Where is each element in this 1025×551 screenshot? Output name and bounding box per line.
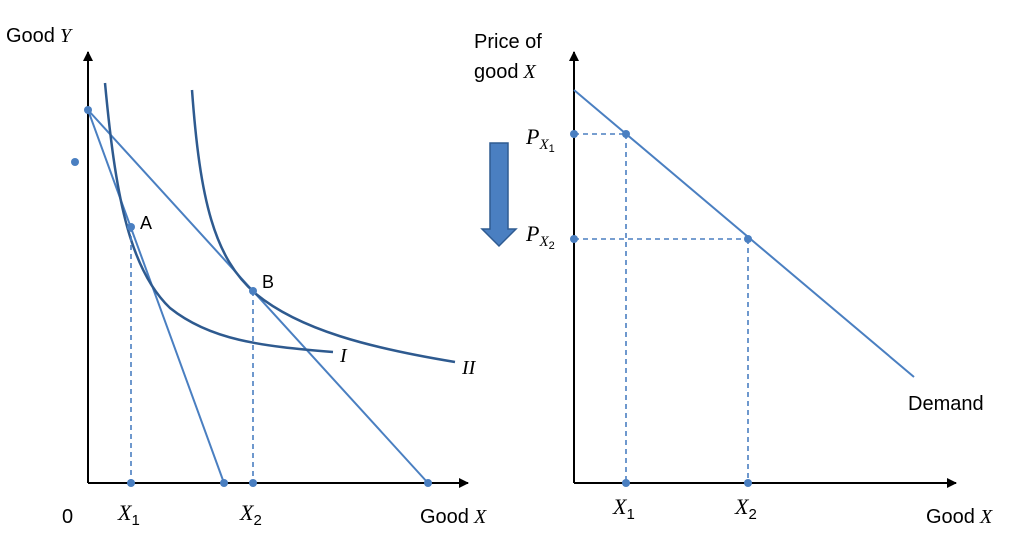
point-a-label: A <box>140 213 152 233</box>
right-panel: Price of good X PX1 PX2 X1 X2 Demand Goo… <box>474 31 993 528</box>
demand-label: Demand <box>908 393 984 415</box>
x1-axis-point <box>127 479 135 487</box>
budget-intercept-point <box>84 106 92 114</box>
left-panel: Good Y 0 X1 X2 Good X A B I II <box>6 25 487 529</box>
point-b <box>249 287 257 295</box>
budget-initial-x-intercept <box>220 479 228 487</box>
price-label-px2: PX2 <box>525 221 555 252</box>
curve-i-label: I <box>339 345 348 367</box>
price-decrease-arrow <box>480 142 518 248</box>
x2-axis-point <box>249 479 257 487</box>
left-y-axis-label: Good Y <box>6 25 73 47</box>
px1-axis-point <box>570 130 578 138</box>
budget-new-x-intercept <box>424 479 432 487</box>
demand-point-1 <box>622 130 630 138</box>
px2-axis-point <box>570 235 578 243</box>
price-label-px1: PX1 <box>525 124 555 155</box>
right-x1-axis-point <box>622 479 630 487</box>
left-origin-label: 0 <box>62 506 73 528</box>
right-tick-x1: X1 <box>612 494 635 523</box>
left-x-axis-label: Good X <box>420 506 487 528</box>
curve-ii-label: II <box>461 357 477 379</box>
point-b-label: B <box>262 272 274 292</box>
demand-point-2 <box>744 235 752 243</box>
budget-line-initial <box>87 109 225 484</box>
right-tick-x2: X2 <box>734 494 757 523</box>
right-x2-axis-point <box>744 479 752 487</box>
stray-point <box>71 158 79 166</box>
demand-curve <box>573 89 915 378</box>
indifference-curve-i <box>103 82 334 354</box>
point-a <box>127 223 135 231</box>
right-y-axis-label-line2: good X <box>474 61 537 83</box>
left-tick-x2: X2 <box>239 500 262 529</box>
left-tick-x1: X1 <box>117 500 140 529</box>
right-x-axis-label: Good X <box>926 506 993 528</box>
right-y-axis-label-line1: Price of <box>474 31 542 53</box>
indifference-curve-ii <box>190 89 456 364</box>
